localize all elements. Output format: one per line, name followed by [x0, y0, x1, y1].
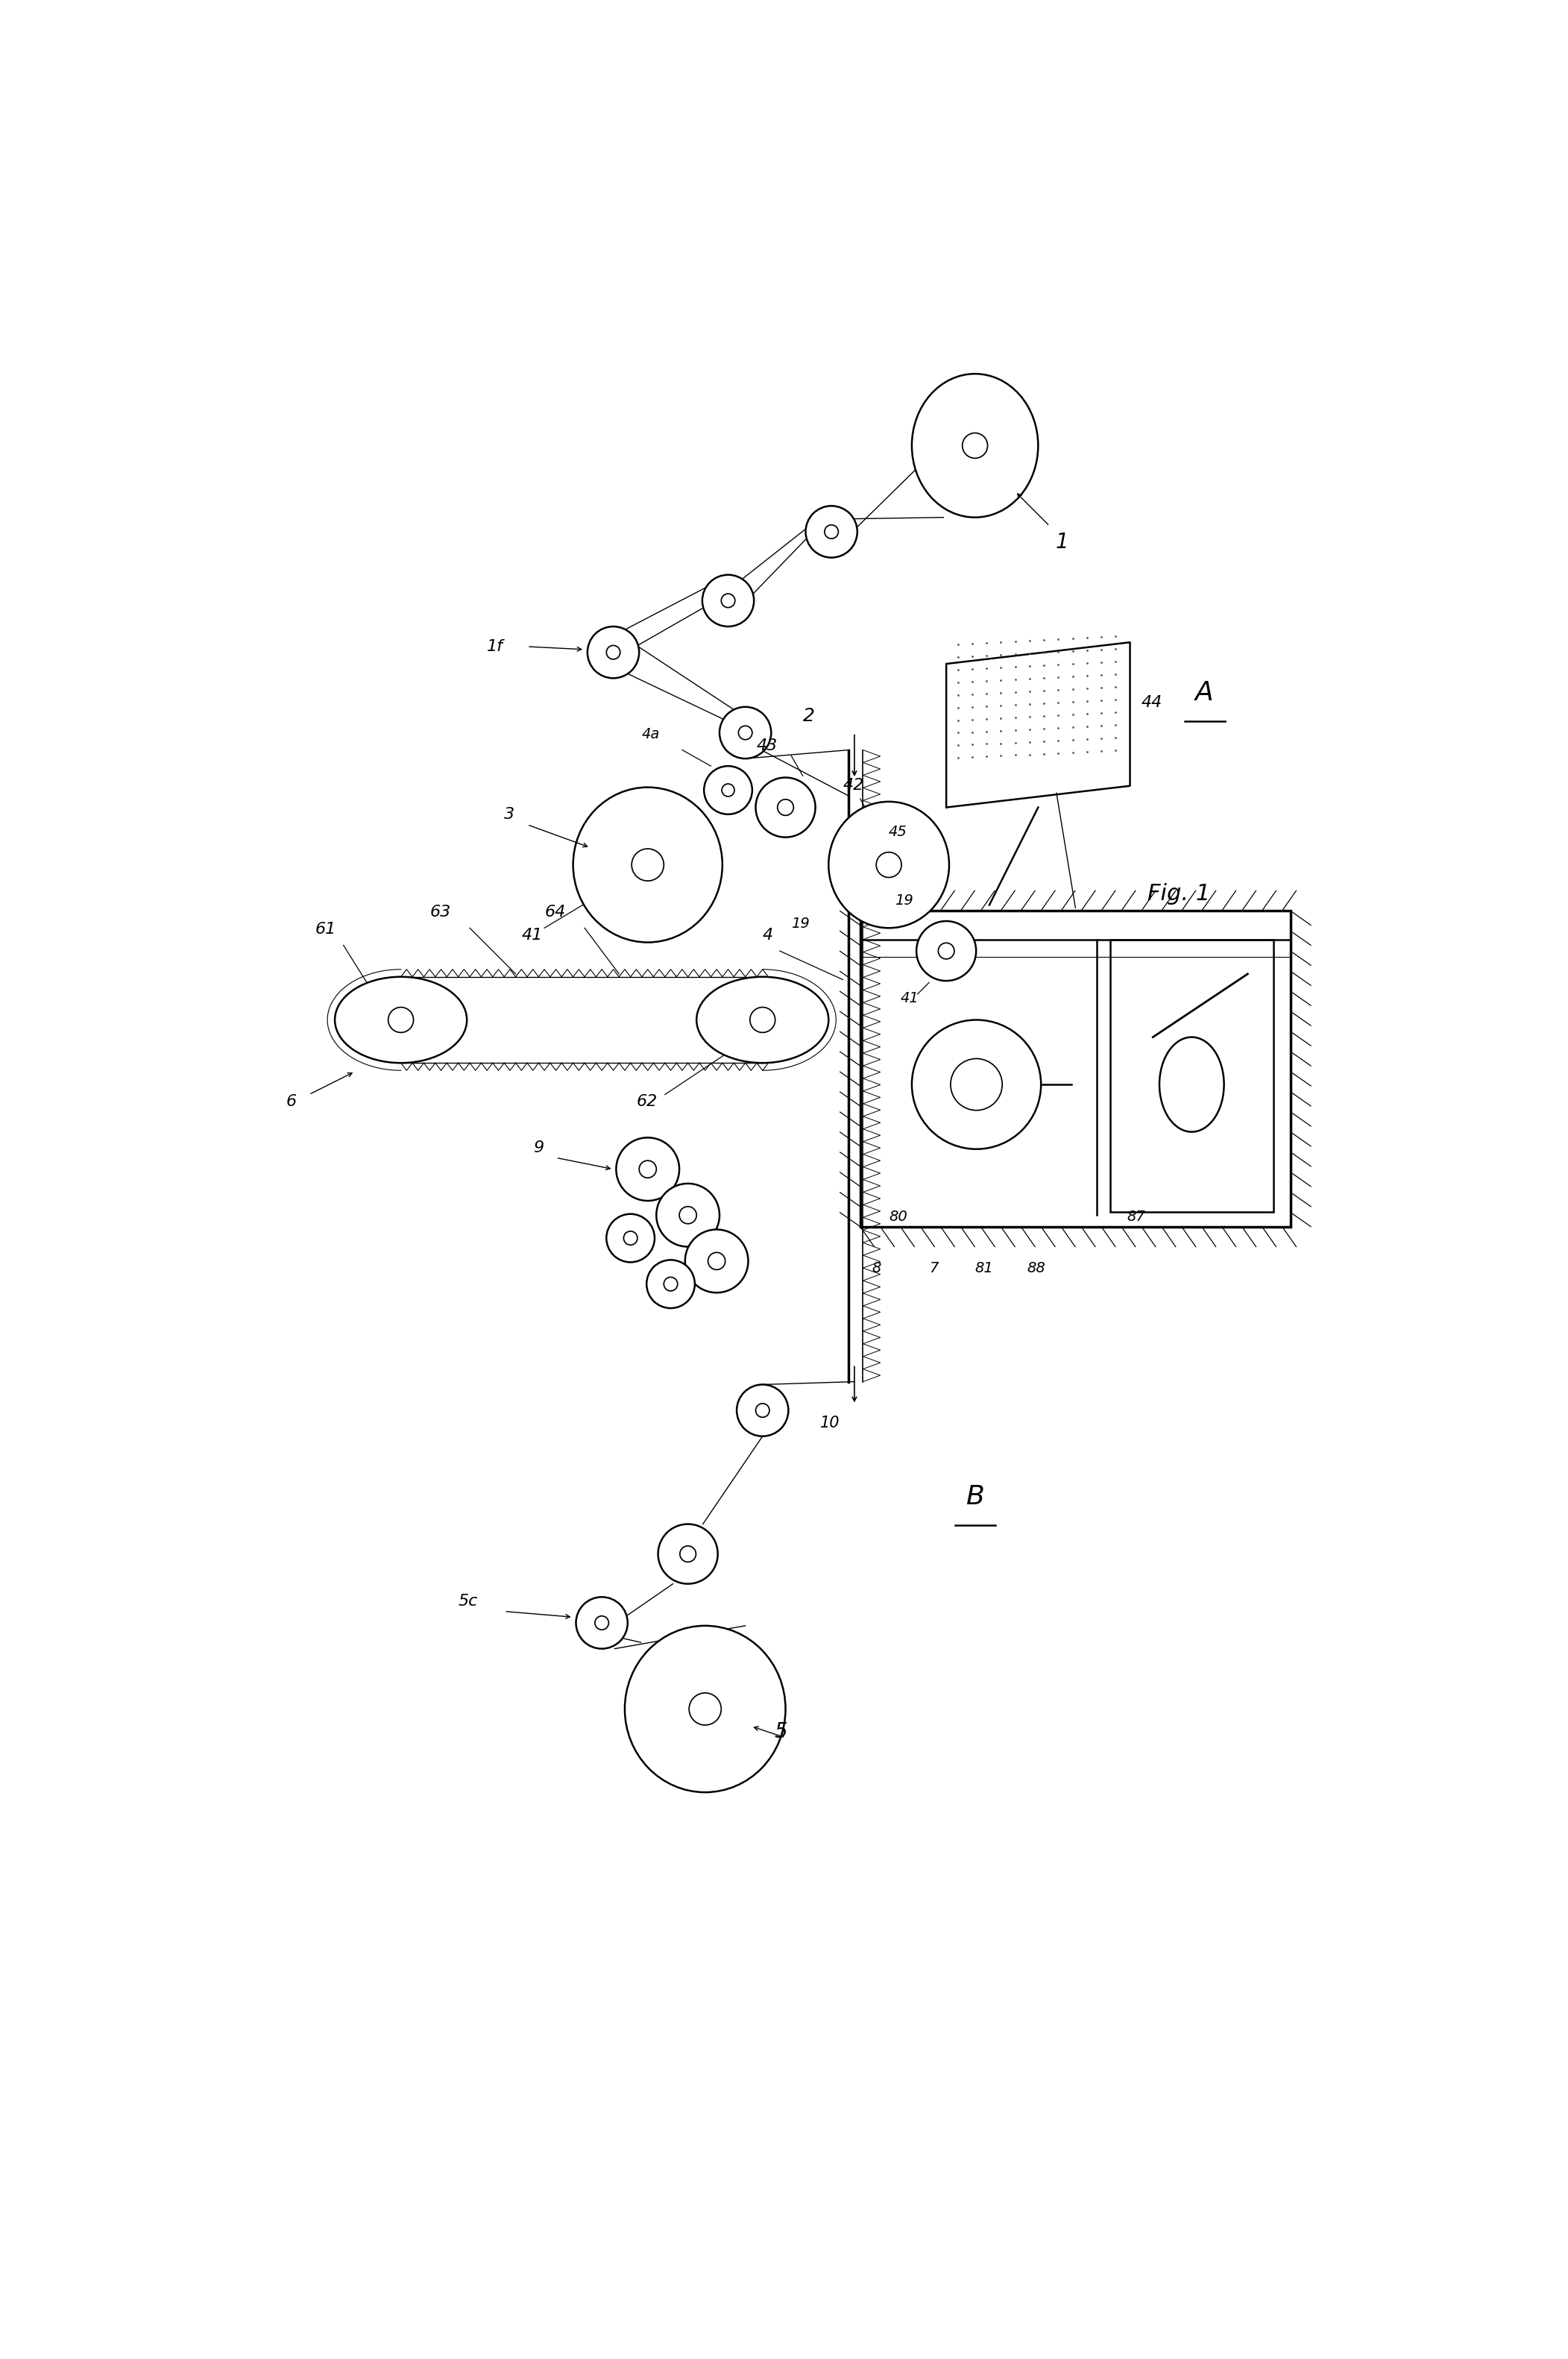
Text: 3: 3: [505, 807, 514, 821]
Text: 1f: 1f: [488, 639, 503, 653]
Ellipse shape: [685, 1229, 748, 1293]
Text: A: A: [1195, 679, 1214, 705]
Text: 5c: 5c: [458, 1595, 478, 1609]
Text: 8: 8: [872, 1262, 881, 1276]
Text: 81: 81: [975, 1262, 994, 1276]
Ellipse shape: [659, 1524, 718, 1583]
Ellipse shape: [913, 373, 1038, 517]
Text: 6: 6: [285, 1095, 296, 1109]
Text: 87: 87: [1127, 1210, 1146, 1224]
Text: 41: 41: [900, 991, 919, 1005]
Text: 43: 43: [757, 738, 778, 753]
Text: 5: 5: [775, 1722, 787, 1743]
Ellipse shape: [702, 576, 754, 627]
Text: 1: 1: [1055, 531, 1068, 552]
Ellipse shape: [828, 802, 949, 927]
Ellipse shape: [616, 1137, 679, 1201]
Text: 64: 64: [544, 903, 566, 920]
Text: 4a: 4a: [641, 727, 660, 741]
Ellipse shape: [720, 708, 771, 760]
Bar: [1110, 939, 1273, 1213]
Text: 45: 45: [889, 826, 908, 840]
Ellipse shape: [575, 1597, 627, 1649]
Text: 80: 80: [889, 1210, 908, 1224]
Ellipse shape: [624, 1625, 786, 1793]
Ellipse shape: [646, 1260, 695, 1309]
Text: 62: 62: [637, 1095, 657, 1109]
Ellipse shape: [588, 627, 640, 677]
Ellipse shape: [696, 977, 828, 1064]
Ellipse shape: [607, 1215, 654, 1262]
Text: 10: 10: [820, 1415, 840, 1430]
Text: 88: 88: [1027, 1262, 1046, 1276]
Ellipse shape: [336, 977, 467, 1064]
Text: Fig. 1: Fig. 1: [1148, 882, 1210, 903]
Text: 19: 19: [792, 918, 809, 932]
Text: 61: 61: [315, 922, 336, 937]
Text: B: B: [966, 1484, 985, 1510]
Ellipse shape: [657, 1184, 720, 1246]
Ellipse shape: [756, 778, 815, 837]
Ellipse shape: [704, 767, 753, 814]
Ellipse shape: [737, 1385, 789, 1437]
Text: 63: 63: [430, 903, 450, 920]
Bar: [861, 911, 1290, 1227]
Ellipse shape: [572, 788, 723, 941]
Text: 42: 42: [844, 778, 864, 793]
Text: 19: 19: [895, 894, 913, 908]
Text: 44: 44: [1142, 696, 1162, 710]
Ellipse shape: [916, 920, 977, 981]
Text: 2: 2: [803, 708, 814, 724]
Ellipse shape: [806, 505, 858, 557]
Text: 4: 4: [762, 927, 773, 944]
Text: 9: 9: [533, 1139, 544, 1156]
Text: 41: 41: [522, 927, 543, 944]
Text: 7: 7: [930, 1262, 938, 1276]
